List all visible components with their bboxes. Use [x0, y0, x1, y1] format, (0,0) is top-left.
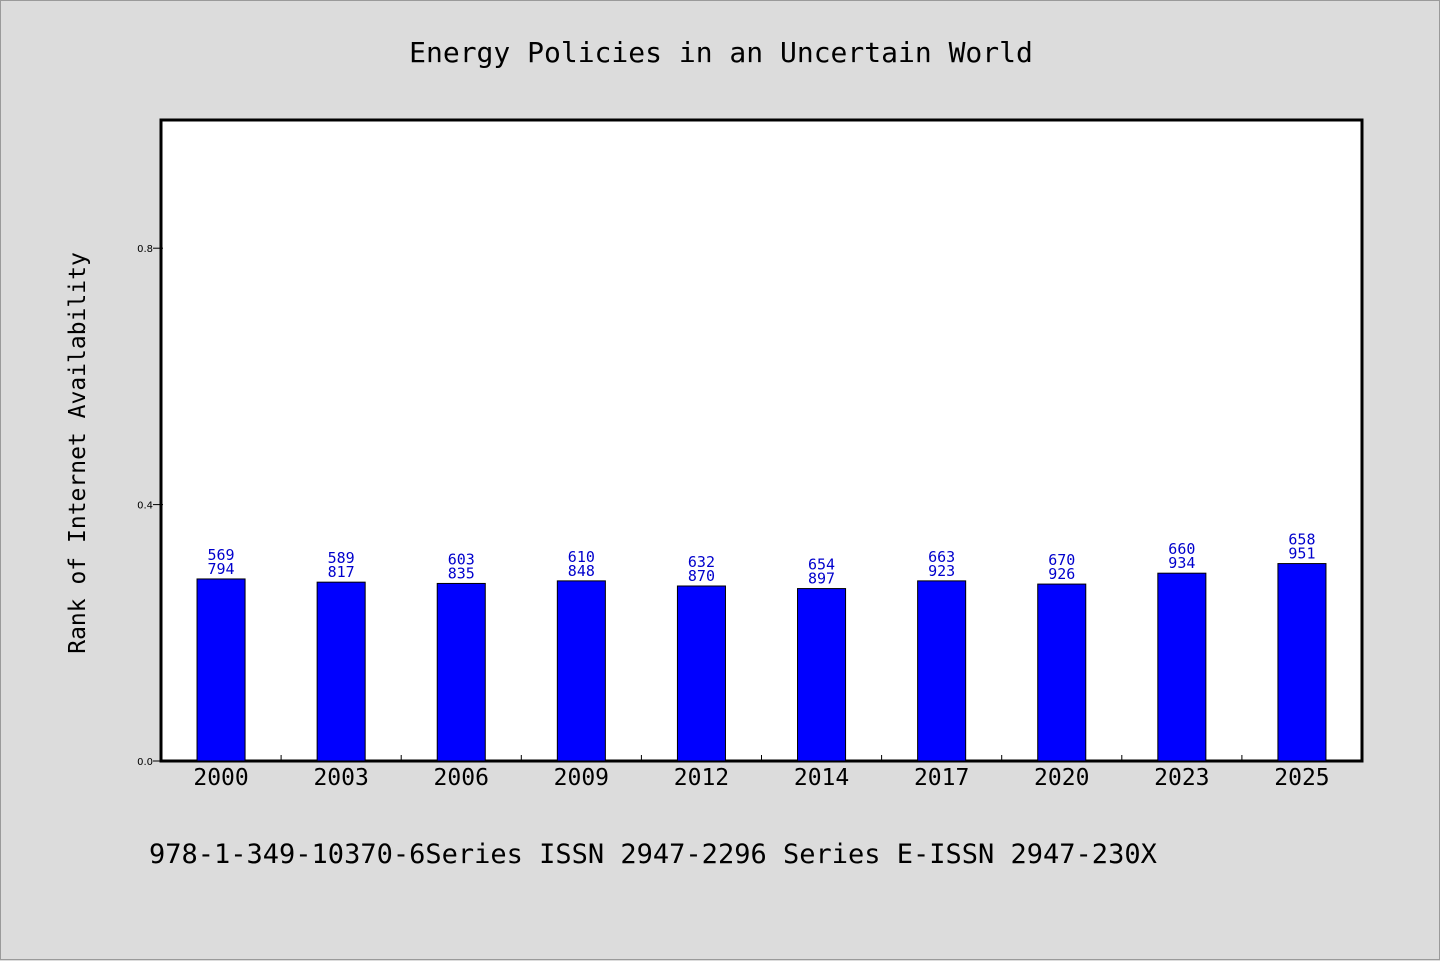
data-label-upper: 658: [1288, 531, 1315, 549]
x-tick-label: 2020: [1034, 765, 1089, 791]
data-label-upper: 654: [808, 556, 835, 574]
y-tick-label: 0.0: [137, 757, 153, 768]
bar-2020: [1037, 583, 1087, 762]
y-tick-label: 0.4: [137, 501, 153, 512]
footer-isbn-issn: 978-1-349-10370-6Series ISSN 2947-2296 S…: [149, 839, 1157, 870]
bar-2017: [917, 580, 967, 762]
data-label-lower: 926: [1048, 565, 1075, 583]
x-tick-label: 2012: [674, 765, 729, 791]
data-label-lower: 817: [328, 563, 355, 581]
data-label-upper: 589: [328, 549, 355, 567]
data-label-upper: 670: [1048, 551, 1075, 569]
x-tick-label: 2003: [313, 765, 368, 791]
y-axis-ticks: 0.0 0.4 0.8: [137, 244, 163, 768]
bar-2012: [676, 585, 726, 762]
y-axis-label: Rank of Internet Availability: [65, 252, 91, 654]
x-tick-label: 2000: [193, 765, 248, 791]
data-label-upper: 569: [208, 546, 235, 564]
x-tick-label: 2025: [1274, 765, 1329, 791]
bar-series: [196, 563, 1327, 762]
bar-2014: [797, 588, 847, 762]
data-label-lower: 934: [1168, 554, 1195, 572]
data-label-lower: 897: [808, 570, 835, 588]
bar-2003: [316, 581, 366, 762]
bar-2025: [1277, 563, 1327, 762]
chart-title: Energy Policies in an Uncertain World: [409, 36, 1033, 69]
data-label-upper: 603: [448, 550, 475, 568]
data-label-lower: 951: [1288, 545, 1315, 563]
data-label-lower: 835: [448, 564, 475, 582]
data-label-lower: 870: [688, 567, 715, 585]
data-label-lower: 923: [928, 562, 955, 580]
x-tick-label: 2009: [554, 765, 609, 791]
data-label-lower: 794: [208, 560, 235, 578]
x-tick-label: 2023: [1154, 765, 1209, 791]
data-label-upper: 663: [928, 548, 955, 566]
bar-2000: [196, 578, 246, 762]
bar-2009: [556, 580, 606, 762]
x-tick-label: 2014: [794, 765, 849, 791]
bar-2006: [436, 582, 486, 762]
x-tick-label: 2017: [914, 765, 969, 791]
data-label-lower: 848: [568, 562, 595, 580]
data-label-upper: 632: [688, 553, 715, 571]
data-label-upper: 610: [568, 548, 595, 566]
data-label-upper: 660: [1168, 540, 1195, 558]
x-tick-label: 2006: [434, 765, 489, 791]
y-tick-label: 0.8: [137, 244, 153, 255]
x-axis-ticks: 2000 2003 2006 2009 2012 2014 2017 2020 2023 2025: [193, 755, 1330, 791]
bar-2023: [1157, 572, 1207, 762]
